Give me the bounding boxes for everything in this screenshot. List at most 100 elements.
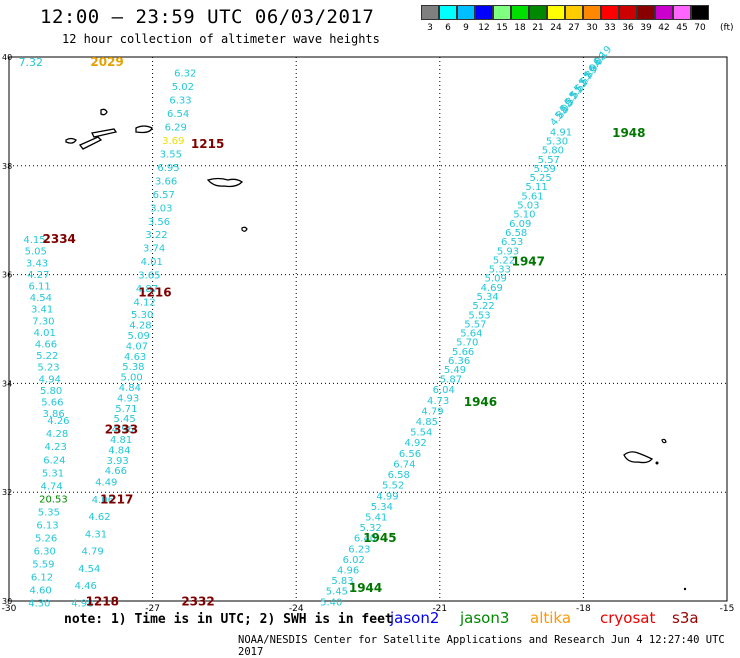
altimeter-tracks: 6.32 5.02 6.33 6.54 6.29 3.69 3.55 6.95 3.66 6.57… — [19, 44, 615, 609]
satellite-s3a: s3a — [672, 609, 699, 627]
swh-value: 5.71 — [115, 404, 137, 415]
legend-swatch — [529, 5, 547, 20]
swh-value: 4.31 — [85, 529, 107, 540]
swh-value: 5.54 — [410, 428, 432, 439]
island-outline — [91, 128, 118, 138]
pass-time-label: 1216 — [138, 285, 171, 299]
legend-swatch — [511, 5, 529, 20]
lon-tick-label: -30 — [2, 604, 17, 614]
swh-value: 4.63 — [124, 352, 146, 363]
swh-value: 4.99 — [376, 491, 398, 502]
pass-time-label: 1945 — [363, 531, 396, 545]
swh-value: 3.65 — [138, 271, 160, 282]
swh-value: 5.66 — [452, 347, 474, 358]
island-outline — [661, 438, 667, 444]
swh-value: 5.57 — [464, 319, 486, 330]
legend-swatch — [637, 5, 655, 20]
swh-value: 4.74 — [40, 481, 62, 492]
swh-value: 6.30 — [34, 546, 56, 557]
legend-label: 42 — [658, 23, 670, 33]
swh-value: 5.40 — [320, 597, 342, 608]
legend-label: 6 — [445, 23, 451, 33]
pass-time-label: 1946 — [464, 395, 497, 409]
legend-label: 27 — [568, 23, 580, 33]
island-outline — [135, 125, 153, 134]
swh-value: 5.64 — [460, 329, 482, 340]
swh-value: 3.66 — [155, 176, 177, 187]
swh-value: 6.53 — [501, 237, 523, 248]
swh-value: 5.52 — [382, 481, 404, 492]
swh-value: 5.33 — [489, 265, 511, 276]
legend-swatch — [565, 5, 583, 20]
swh-value: 5.00 — [121, 373, 143, 384]
swh-value: 4.23 — [45, 442, 67, 453]
swh-value: 4.28 — [46, 429, 68, 440]
swh-value: 6.54 — [167, 109, 189, 120]
island-outline — [78, 136, 103, 150]
swh-value: 6.58 — [505, 228, 527, 239]
legend-label: 45 — [676, 23, 688, 33]
satellite-jason3: jason3 — [460, 609, 510, 627]
swh-value: 3.03 — [150, 203, 172, 214]
pass-time-label: 2334 — [43, 232, 76, 246]
pass-time-label: 1948 — [612, 126, 645, 140]
swh-value: 6.11 — [28, 281, 50, 292]
swh-value: 4.98 — [71, 598, 93, 609]
lon-tick-label: -21 — [432, 604, 447, 614]
swh-value: 5.83 — [331, 576, 353, 587]
swh-value: 5.45 — [114, 414, 136, 425]
swh-value: 3.93 — [106, 456, 128, 467]
pass-time-label: 1218 — [86, 594, 119, 608]
swh-value: 5.34 — [371, 502, 393, 513]
page-subtitle: 12 hour collection of altimeter wave hei… — [62, 32, 380, 46]
swh-value: 5.09 — [485, 274, 507, 285]
legend-label: 21 — [532, 23, 544, 33]
island-outline — [100, 108, 108, 116]
island-outline — [206, 177, 244, 188]
swh-value: 5.11 — [525, 182, 547, 193]
swh-value: 4.69 — [481, 283, 503, 294]
swh-value: 4.28 — [129, 321, 151, 332]
swh-value: 5.30 — [546, 136, 568, 147]
legend-swatch — [583, 5, 601, 20]
swh-value: 5.30 — [131, 310, 153, 321]
swh-value: 5.66 — [41, 398, 63, 409]
swh-value: 6.33 — [169, 96, 191, 107]
color-scale-legend — [421, 5, 709, 21]
swh-value: 4.26 — [47, 416, 69, 427]
satellite-jason2: jason2 — [390, 609, 440, 627]
swh-value: 6.58 — [388, 470, 410, 481]
swh-value: 4.01 — [34, 328, 56, 339]
pass-time-label: 1217 — [100, 493, 133, 507]
lon-tick-label: -15 — [720, 604, 735, 614]
swh-value: 5.59 — [534, 164, 556, 175]
swh-value: 6.57 — [153, 190, 175, 201]
swh-value: 6.09 — [509, 219, 531, 230]
swh-value: 5.57 — [538, 155, 560, 166]
swh-value: 5.80 — [542, 146, 564, 157]
swh-value: 6.04 — [433, 385, 455, 396]
swh-value: 4.49 — [95, 478, 117, 489]
lon-tick-label: -24 — [289, 604, 304, 614]
swh-value: 6.40 — [354, 534, 376, 545]
pass-time-labels: 2029 1215 2334 1216 2333 1217 1218 2332 1948 1947… — [43, 55, 646, 608]
footer-note: note: 1) Time is in UTC; 2) SWH is in fe… — [64, 612, 393, 627]
legend-swatch — [439, 5, 457, 20]
island-outline — [683, 587, 687, 591]
legend-label: 18 — [514, 23, 526, 33]
swh-value: 4.94 — [39, 374, 61, 385]
lat-tick-label: 32 — [2, 488, 12, 497]
swh-value: 4.79 — [421, 406, 443, 417]
swh-value: 6.12 — [31, 572, 53, 583]
swh-value: 6.29 — [165, 122, 187, 133]
island-outline — [65, 137, 77, 144]
island-outline — [655, 461, 659, 465]
footer-credit: NOAA/NESDIS Center for Satellite Applica… — [238, 634, 725, 658]
swh-value: 4.93 — [117, 393, 139, 404]
pass-time-label: 2029 — [90, 55, 123, 69]
legend-swatch — [547, 5, 565, 20]
swh-value: 5.09 — [128, 331, 150, 342]
swh-value: 5.22 — [36, 351, 58, 362]
swh-value: 6.32 — [174, 69, 196, 80]
